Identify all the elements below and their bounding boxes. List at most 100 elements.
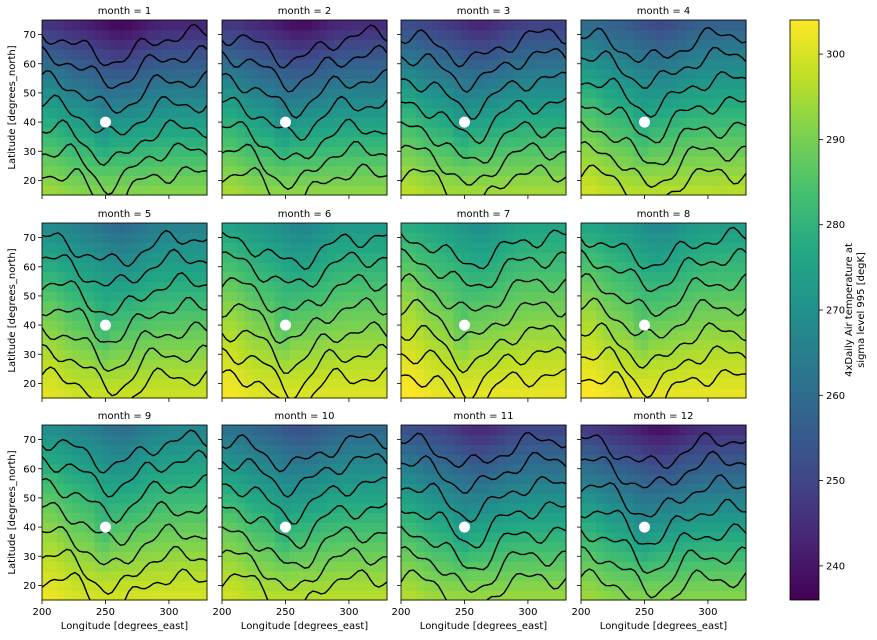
- heatmap-cell: [536, 310, 545, 321]
- heatmap-cell: [603, 58, 612, 70]
- heatmap-cell: [42, 512, 51, 523]
- heatmap-cell: [274, 570, 283, 582]
- heatmap-cell: [192, 146, 201, 157]
- heatmap-cell: [663, 339, 672, 350]
- y-tick-label: 30: [23, 552, 36, 563]
- heatmap-cell: [461, 88, 470, 99]
- heatmap-cell: [117, 388, 126, 399]
- heatmap-cell: [379, 580, 388, 591]
- heatmap-cell: [364, 483, 373, 494]
- heatmap-cell: [596, 522, 605, 533]
- heatmap-cell: [49, 339, 58, 350]
- heatmap-cell: [237, 531, 246, 543]
- heatmap-cell: [521, 156, 530, 167]
- heatmap-cell: [42, 502, 51, 514]
- heatmap-cell: [289, 271, 298, 282]
- heatmap-cell: [79, 310, 88, 321]
- heatmap-cell: [423, 590, 432, 601]
- heatmap-cell: [738, 232, 747, 244]
- heatmap-cell: [64, 88, 73, 99]
- heatmap-cell: [319, 425, 328, 436]
- heatmap-cell: [312, 185, 321, 196]
- heatmap-cell: [671, 281, 680, 292]
- heatmap-cell: [483, 531, 492, 543]
- heatmap-cell: [102, 483, 111, 494]
- heatmap-cell: [401, 165, 410, 177]
- heatmap-cell: [334, 359, 343, 370]
- heatmap-cell: [716, 97, 725, 109]
- heatmap-cell: [558, 378, 567, 389]
- heatmap-cell: [618, 463, 627, 475]
- heatmap-cell: [618, 20, 627, 31]
- heatmap-cell: [723, 561, 732, 572]
- heatmap-cell: [648, 454, 657, 465]
- heatmap-cell: [641, 368, 650, 380]
- heatmap-cell: [139, 378, 148, 389]
- heatmap-cell: [177, 232, 186, 244]
- heatmap-cell: [588, 58, 597, 70]
- heatmap-cell: [603, 378, 612, 389]
- heatmap-cell: [252, 551, 261, 562]
- heatmap-cell: [551, 320, 560, 331]
- heatmap-cell: [94, 252, 103, 263]
- heatmap-cell: [229, 329, 238, 341]
- heatmap-cell: [252, 29, 261, 41]
- heatmap-cell: [678, 117, 687, 128]
- heatmap-cell: [431, 493, 440, 504]
- heatmap-cell: [117, 378, 126, 389]
- heatmap-cell: [259, 271, 268, 282]
- heatmap-cell: [342, 300, 351, 312]
- heatmap-cell: [109, 117, 118, 128]
- heatmap-cell: [199, 368, 208, 380]
- heatmap-cell: [521, 223, 530, 234]
- heatmap-cell: [237, 551, 246, 562]
- heatmap-cell: [633, 590, 642, 601]
- heatmap-cell: [498, 368, 507, 380]
- heatmap-cell: [147, 425, 156, 436]
- contour-lines: [581, 226, 746, 398]
- heatmap-cell: [124, 97, 133, 109]
- heatmap-cell: [147, 175, 156, 186]
- heatmap-cell: [72, 434, 81, 446]
- heatmap-cell: [581, 522, 590, 533]
- heatmap-cell: [304, 252, 313, 263]
- contour-line: [222, 453, 387, 498]
- heatmap-cell: [132, 156, 141, 167]
- heatmap-cell: [438, 502, 447, 514]
- heatmap-cell: [192, 551, 201, 562]
- heatmap-cell: [701, 522, 710, 533]
- heatmap-cell: [244, 339, 253, 350]
- heatmap-cell: [199, 570, 208, 582]
- heatmap-cell: [558, 359, 567, 370]
- heatmap-cell: [558, 136, 567, 147]
- heatmap-cell: [282, 175, 291, 186]
- heatmap-cell: [334, 20, 343, 31]
- heatmap-cell: [274, 29, 283, 41]
- heatmap-cell: [588, 531, 597, 543]
- heatmap-cell: [64, 39, 73, 50]
- heatmap-cell: [551, 512, 560, 523]
- heatmap-cell: [289, 310, 298, 321]
- heatmap-cell: [461, 378, 470, 389]
- heatmap-cell: [596, 388, 605, 399]
- heatmap-cell: [596, 425, 605, 436]
- heatmap-cell: [124, 58, 133, 70]
- heatmap-cell: [588, 20, 597, 31]
- heatmap-cell: [349, 368, 358, 380]
- heatmap-cell: [408, 232, 417, 244]
- heatmap-cell: [671, 165, 680, 177]
- heatmap-cell: [319, 232, 328, 244]
- heatmap-cell: [342, 88, 351, 99]
- heatmap-cell: [543, 242, 552, 253]
- heatmap-cell: [701, 146, 710, 157]
- heatmap-cell: [147, 329, 156, 341]
- heatmap-cell: [64, 551, 73, 562]
- heatmap-cell: [648, 531, 657, 543]
- heatmap-cell: [229, 512, 238, 523]
- heatmap-cell: [738, 136, 747, 147]
- heatmap-cell: [731, 39, 740, 50]
- heatmap-cell: [731, 117, 740, 128]
- heatmap-cell: [327, 300, 336, 312]
- heatmap-cell: [379, 310, 388, 321]
- heatmap-cell: [42, 570, 51, 582]
